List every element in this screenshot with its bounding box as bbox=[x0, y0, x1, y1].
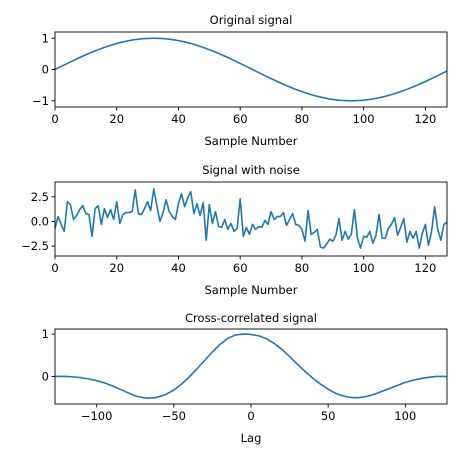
panel-cross-correlated-signal: Cross-correlated signal Lag −100 −50 0 50 10… bbox=[42, 311, 448, 445]
x-axis-label: Sample Number bbox=[205, 134, 298, 148]
x-tick-label: 20 bbox=[109, 112, 124, 126]
x-tick-label: 120 bbox=[414, 261, 436, 275]
panel-signal-with-noise: Signal with noise Sample Number 0 20 40 60 8… bbox=[21, 163, 448, 297]
x-tick-label: −50 bbox=[162, 409, 186, 423]
x-tick-label: 60 bbox=[233, 112, 248, 126]
x-axis-label: Lag bbox=[241, 431, 262, 445]
y-tick-label: −1 bbox=[32, 94, 49, 108]
x-tick-label: 40 bbox=[171, 261, 186, 275]
axes-frame bbox=[54, 181, 448, 257]
x-tick-label: 80 bbox=[295, 261, 310, 275]
x-tick-label: 100 bbox=[394, 409, 416, 423]
x-tick-label: 0 bbox=[51, 112, 58, 126]
x-tick-label: 120 bbox=[414, 112, 436, 126]
panel-original-signal: Original signal Sample Number 0 20 40 60 80 1… bbox=[32, 13, 448, 148]
series-line bbox=[55, 37, 447, 102]
y-tick-label: 0 bbox=[42, 369, 49, 383]
series-line bbox=[55, 188, 447, 249]
x-tick-label: 60 bbox=[233, 261, 248, 275]
y-tick-label: −2.5 bbox=[21, 239, 49, 253]
y-tick-label: 1 bbox=[42, 327, 49, 341]
x-tick-label: 20 bbox=[109, 261, 124, 275]
series-line bbox=[55, 333, 447, 399]
y-tick-label: 0.0 bbox=[31, 214, 49, 228]
x-tick-label: 40 bbox=[171, 112, 186, 126]
x-tick-label: 0 bbox=[247, 409, 254, 423]
x-tick-label: 100 bbox=[353, 261, 375, 275]
y-tick-label: 0 bbox=[42, 63, 49, 77]
x-tick-label: 50 bbox=[321, 409, 336, 423]
x-tick-label: 0 bbox=[51, 261, 58, 275]
panel-title: Original signal bbox=[210, 13, 293, 27]
y-tick-label: 1 bbox=[42, 31, 49, 45]
axes-frame bbox=[54, 328, 448, 405]
x-tick-label: 80 bbox=[295, 112, 310, 126]
x-tick-label: −100 bbox=[81, 409, 113, 423]
panel-title: Signal with noise bbox=[202, 163, 300, 177]
panel-title: Cross-correlated signal bbox=[185, 311, 317, 325]
x-tick-label: 100 bbox=[353, 112, 375, 126]
y-tick-label: 2.5 bbox=[31, 190, 49, 204]
x-axis-label: Sample Number bbox=[205, 283, 298, 297]
